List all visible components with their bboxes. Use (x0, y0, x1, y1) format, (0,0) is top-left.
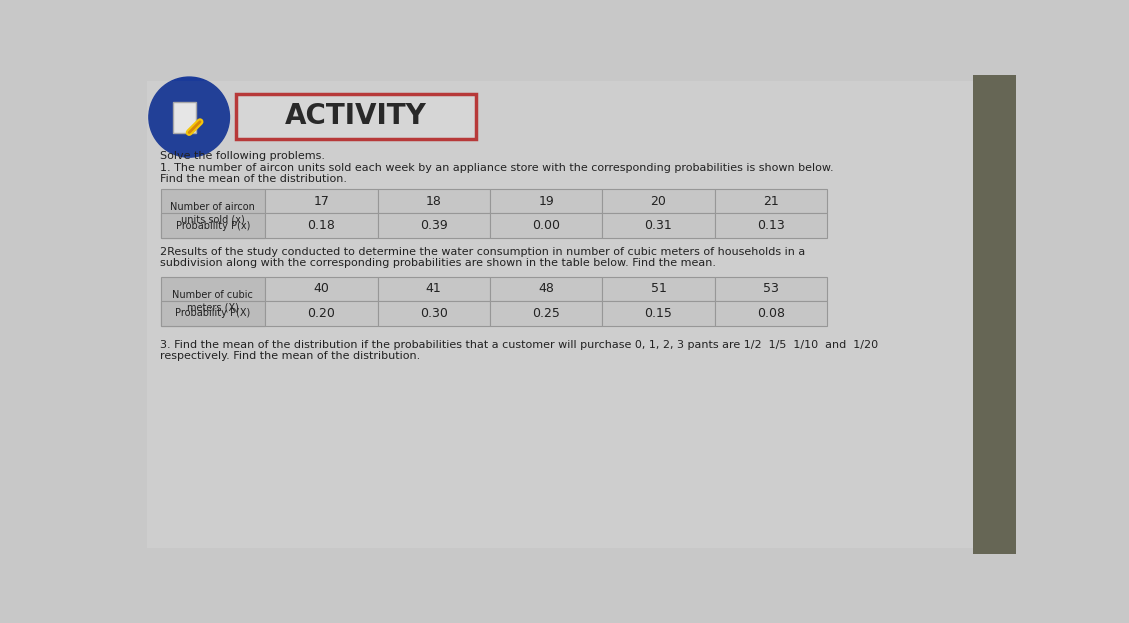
Bar (265, 277, 377, 301)
Text: 0.20: 0.20 (307, 307, 335, 320)
Text: ACTIVITY: ACTIVITY (285, 102, 427, 130)
Bar (160, 189, 265, 238)
Bar (715, 277, 828, 301)
Text: Solve the following problems.: Solve the following problems. (160, 151, 325, 161)
Text: 3. Find the mean of the distribution if the probabilities that a customer will p: 3. Find the mean of the distribution if … (160, 340, 878, 350)
Text: 48: 48 (539, 282, 554, 295)
Text: 1. The number of aircon units sold each week by an appliance store with the corr: 1. The number of aircon units sold each … (160, 163, 834, 173)
Text: 51: 51 (650, 282, 666, 295)
Bar (973, 75, 1016, 554)
Bar (377, 277, 490, 301)
Text: 19: 19 (539, 194, 554, 207)
Bar (602, 213, 715, 238)
Text: 0.25: 0.25 (532, 307, 560, 320)
Bar (377, 213, 490, 238)
Text: 0.13: 0.13 (756, 219, 785, 232)
Bar (715, 301, 828, 326)
Text: 0.39: 0.39 (420, 219, 447, 232)
Text: 0.15: 0.15 (645, 307, 673, 320)
Text: 2Results of the study conducted to determine the water consumption in number of : 2Results of the study conducted to deter… (160, 247, 806, 257)
Text: 0.31: 0.31 (645, 219, 672, 232)
Bar (490, 213, 602, 238)
Circle shape (149, 77, 229, 157)
Text: 0.18: 0.18 (307, 219, 335, 232)
FancyBboxPatch shape (173, 102, 196, 133)
Bar (490, 189, 602, 213)
Text: 53: 53 (763, 282, 779, 295)
Text: 0.30: 0.30 (420, 307, 447, 320)
Bar (377, 189, 490, 213)
Text: 18: 18 (426, 194, 441, 207)
Text: Probability P(x): Probability P(x) (176, 221, 250, 231)
Text: 0.08: 0.08 (756, 307, 785, 320)
Bar (265, 301, 377, 326)
Bar (160, 301, 265, 326)
Bar (265, 213, 377, 238)
Text: Probability P(X): Probability P(X) (175, 308, 251, 318)
Bar (490, 301, 602, 326)
Bar (160, 277, 265, 326)
Bar (602, 189, 715, 213)
Text: Number of aircon
units sold (x): Number of aircon units sold (x) (170, 202, 255, 225)
Text: Find the mean of the distribution.: Find the mean of the distribution. (160, 174, 348, 184)
Text: 17: 17 (314, 194, 330, 207)
Bar (715, 189, 828, 213)
Text: subdivision along with the corresponding probabilities are shown in the table be: subdivision along with the corresponding… (160, 258, 717, 268)
Bar (602, 301, 715, 326)
Text: 41: 41 (426, 282, 441, 295)
Bar (160, 213, 265, 238)
Bar (715, 213, 828, 238)
Bar (602, 277, 715, 301)
Text: 20: 20 (650, 194, 666, 207)
Text: 0.00: 0.00 (532, 219, 560, 232)
Text: 21: 21 (763, 194, 779, 207)
Bar (265, 189, 377, 213)
Bar (377, 301, 490, 326)
Bar (236, 94, 476, 139)
Text: Number of cubic
meters (X): Number of cubic meters (X) (173, 290, 253, 313)
Text: respectively. Find the mean of the distribution.: respectively. Find the mean of the distr… (160, 351, 421, 361)
Bar (490, 277, 602, 301)
Text: 40: 40 (314, 282, 330, 295)
